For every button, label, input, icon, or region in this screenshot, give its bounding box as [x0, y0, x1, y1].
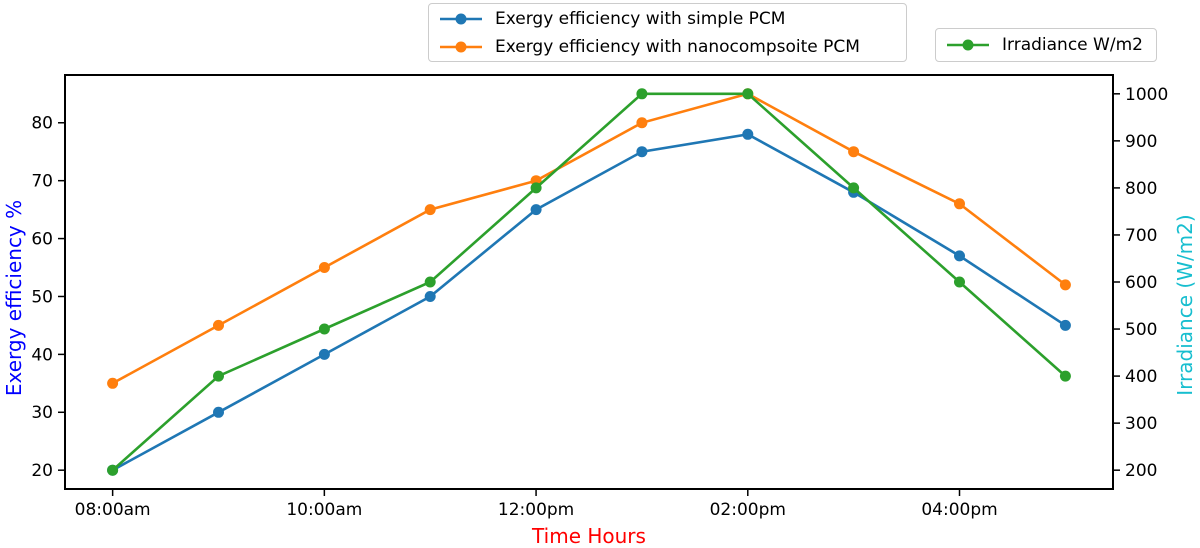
x-axis-label: Time Hours	[532, 524, 646, 548]
svg-text:500: 500	[1125, 320, 1157, 340]
svg-text:1000: 1000	[1125, 85, 1168, 105]
svg-text:02:00pm: 02:00pm	[710, 500, 786, 520]
legend-item-irradiance: Irradiance W/m2	[946, 35, 1146, 55]
svg-text:800: 800	[1125, 179, 1157, 199]
svg-text:50: 50	[31, 287, 53, 307]
legend-label-nanocomposite-pcm: Exergy efficiency with nanocompsoite PCM	[495, 36, 860, 57]
svg-text:200: 200	[1125, 461, 1157, 481]
svg-text:60: 60	[31, 230, 53, 250]
svg-text:10:00am: 10:00am	[286, 500, 362, 520]
legend-pcm: Exergy efficiency with simple PCM Exergy…	[428, 3, 907, 62]
y-axis-label-left: Exergy efficiency %	[2, 199, 26, 397]
legend-label-simple-pcm: Exergy efficiency with simple PCM	[495, 8, 786, 29]
svg-text:300: 300	[1125, 414, 1157, 434]
line-marker-swatch-green-icon	[947, 39, 989, 51]
line-marker-swatch-blue-icon	[440, 13, 482, 24]
legend-label-irradiance: Irradiance W/m2	[1002, 35, 1143, 55]
y-axis-label-right: Irradiance (W/m2)	[1173, 214, 1197, 396]
svg-text:600: 600	[1125, 273, 1157, 293]
svg-text:700: 700	[1125, 226, 1157, 246]
svg-text:80: 80	[31, 114, 53, 134]
svg-text:900: 900	[1125, 132, 1157, 152]
svg-text:30: 30	[31, 403, 53, 423]
svg-text:70: 70	[31, 172, 53, 192]
svg-text:12:00pm: 12:00pm	[498, 500, 574, 520]
legend-item-nanocomposite-pcm: Exergy efficiency with nanocompsoite PCM	[439, 37, 896, 57]
line-marker-swatch-orange-icon	[440, 41, 482, 52]
legend-item-simple-pcm: Exergy efficiency with simple PCM	[439, 9, 896, 29]
svg-text:40: 40	[31, 345, 53, 365]
legend-irradiance: Irradiance W/m2	[935, 28, 1157, 62]
svg-text:04:00pm: 04:00pm	[921, 500, 997, 520]
svg-text:400: 400	[1125, 367, 1157, 387]
svg-text:08:00am: 08:00am	[75, 500, 151, 520]
svg-text:20: 20	[31, 461, 53, 481]
